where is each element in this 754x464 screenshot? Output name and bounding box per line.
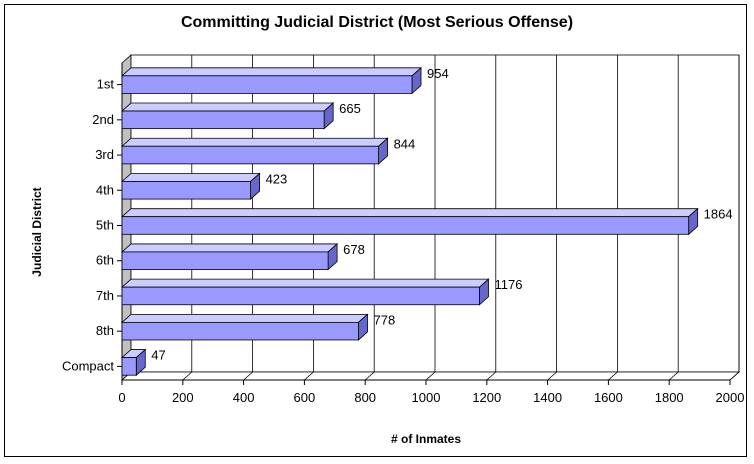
bar-1 [121, 110, 325, 130]
x-tick-label-5: 1000 [412, 390, 441, 405]
category-label-5: 6th [96, 253, 114, 268]
floor-gridline-8 [608, 371, 618, 381]
x-axis-title: # of Inmates [390, 432, 462, 446]
category-label-2: 3rd [95, 147, 114, 162]
category-label-4: 5th [96, 218, 114, 233]
bar-top-4 [120, 208, 699, 218]
bar-0 [121, 75, 413, 94]
category-label-8: Compact [62, 358, 114, 373]
floor-gridline-2 [243, 371, 253, 381]
bar-5 [121, 251, 329, 270]
data-label-4: 1864 [704, 207, 733, 222]
category-label-1: 2nd [92, 112, 114, 127]
chart-title: Committing Judicial District (Most Serio… [180, 14, 574, 31]
data-label-6: 1176 [495, 277, 523, 292]
data-label-0: 954 [427, 66, 449, 81]
bar-top-1 [120, 102, 335, 112]
x-tick-label-7: 1400 [533, 390, 562, 405]
category-label-6: 7th [96, 288, 114, 303]
category-label-0: 1st [97, 77, 115, 92]
bar-top-2 [120, 137, 389, 147]
floor-gridline-9 [668, 371, 679, 381]
category-label-7: 8th [96, 323, 114, 338]
data-label-5: 678 [343, 242, 365, 257]
x-tick-label-8: 1600 [594, 390, 623, 405]
floor-gridline-3 [304, 371, 314, 381]
x-tick-label-2: 400 [233, 390, 255, 405]
bar-top-5 [120, 243, 339, 253]
bar-top-0 [120, 67, 423, 77]
x-tick-label-6: 1200 [472, 390, 501, 405]
bar-7 [121, 321, 359, 341]
x-tick-label-0: 0 [118, 390, 125, 405]
bar-8 [121, 357, 137, 376]
floor-gridline-5 [425, 371, 436, 381]
x-tick-label-3: 600 [294, 390, 316, 405]
category-label-3: 4th [96, 182, 114, 197]
x-tick-label-1: 200 [172, 390, 194, 405]
floor-gridline-7 [547, 371, 557, 381]
floor-gridline-10 [729, 371, 740, 381]
data-label-8: 47 [151, 348, 165, 363]
floor-gridline-1 [182, 371, 193, 381]
data-label-3: 423 [266, 171, 288, 186]
bar-4 [121, 216, 690, 235]
x-tick-label-4: 800 [354, 390, 376, 405]
floor-gridline-4 [364, 371, 375, 381]
x-tick-label-10: 2000 [716, 390, 745, 405]
bar-top-6 [120, 278, 490, 288]
bar-top-3 [120, 173, 261, 182]
data-label-1: 665 [339, 101, 361, 116]
x-tick-label-9: 1800 [655, 390, 684, 405]
floor-gridline-6 [486, 371, 497, 381]
bar-2 [121, 145, 379, 165]
bar-6 [121, 286, 480, 306]
data-label-2: 844 [394, 136, 416, 151]
bar-top-7 [120, 313, 369, 323]
data-label-7: 778 [374, 312, 396, 327]
bar-3 [121, 181, 251, 200]
